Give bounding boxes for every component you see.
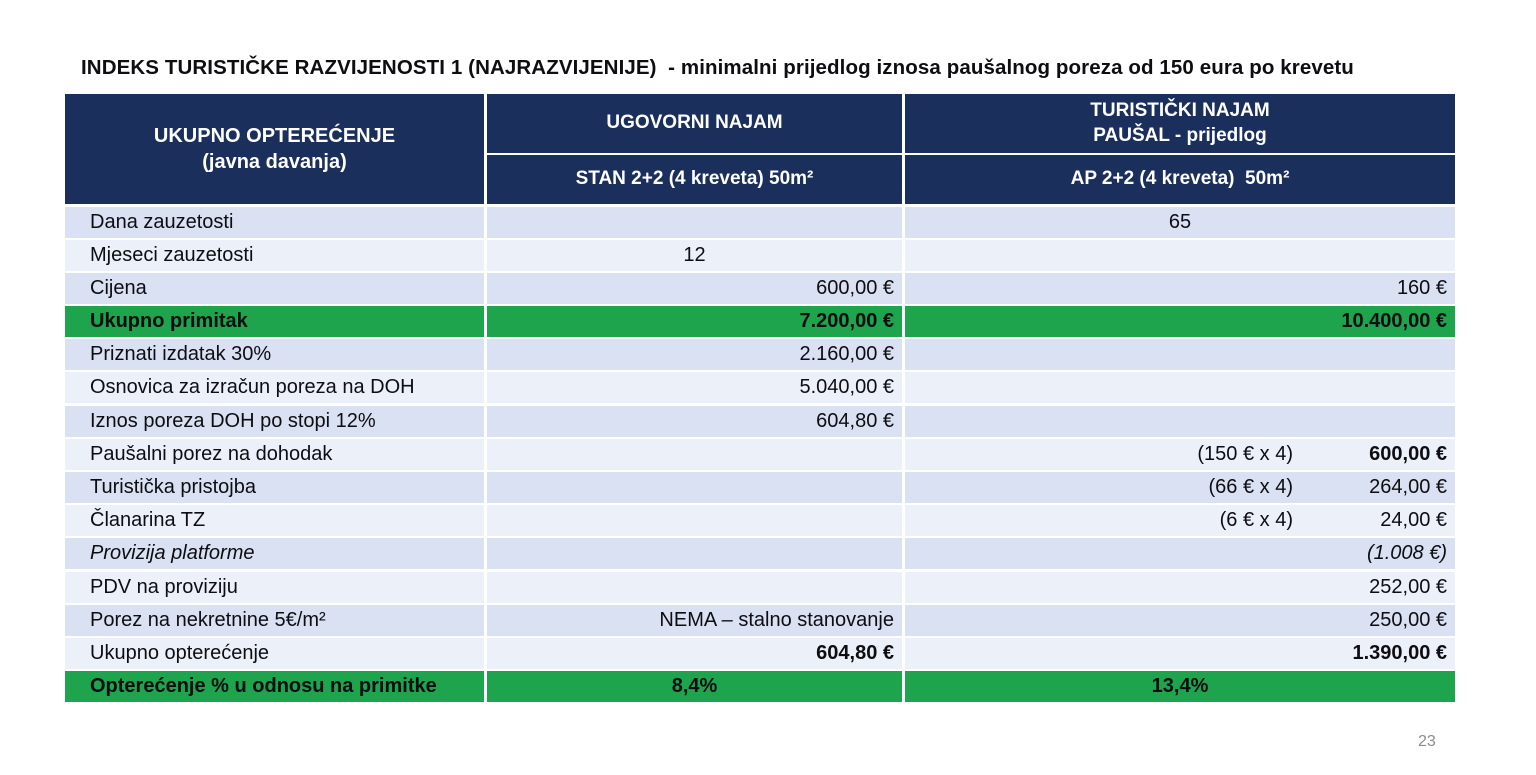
table-row: Članarina TZ (6 € x 4) 24,00 € — [65, 505, 1455, 537]
value-note: (6 € x 4) — [1219, 509, 1293, 532]
ugovorni-najam-value-cell: 12 — [487, 239, 905, 271]
turisticki-najam-value-cell: 13,4% — [905, 671, 1455, 703]
table-row: Provizija platforme (1.008 €) — [65, 538, 1455, 570]
row-label-cell: Provizija platforme — [65, 538, 487, 570]
row-label-cell: Porez na nekretnine 5€/m² — [65, 604, 487, 636]
table-row: Turistička pristojba (66 € x 4) 264,00 € — [65, 472, 1455, 503]
table-row: Osnovica za izračun poreza na DOH 5.040,0… — [65, 372, 1455, 404]
row-label-cell: Ukupno primitak — [65, 306, 487, 338]
row-label-cell: Priznati izdatak 30% — [65, 339, 487, 371]
header-cell-ukupno-opterecenje: UKUPNO OPTEREĆENJE (javna davanja) — [65, 94, 487, 204]
header-line: (javna davanja) — [202, 151, 347, 173]
table-row: Priznati izdatak 30% 2.160,00 € — [65, 339, 1455, 371]
row-label-cell: Članarina TZ — [65, 505, 487, 537]
table-row: Ukupno primitak 7.200,00 €10.400,00 € — [65, 306, 1455, 338]
table-header: UKUPNO OPTEREĆENJE (javna davanja) UGOVO… — [65, 94, 1455, 204]
header-line: UGOVORNI NAJAM — [606, 112, 783, 134]
row-label-cell: Iznos poreza DOH po stopi 12% — [65, 405, 487, 437]
ugovorni-najam-value-cell: 600,00 € — [487, 272, 905, 304]
header-line: AP 2+2 (4 kreveta) 50m² — [1070, 168, 1290, 190]
header-cell-turisticki-najam: TURISTIČKI NAJAM PAUŠAL - prijedlog — [905, 94, 1455, 153]
turisticki-najam-value-cell: (150 € x 4) 600,00 € — [905, 438, 1455, 470]
turisticki-najam-value-cell: 252,00 € — [905, 571, 1455, 603]
ugovorni-najam-value-cell — [487, 206, 905, 238]
row-label-cell: PDV na proviziju — [65, 571, 487, 603]
ugovorni-najam-value-cell: 8,4% — [487, 671, 905, 703]
table-row: PDV na proviziju 252,00 € — [65, 571, 1455, 603]
turisticki-najam-value-cell — [905, 339, 1455, 371]
tax-comparison-table: UKUPNO OPTEREĆENJE (javna davanja) UGOVO… — [65, 94, 1455, 704]
turisticki-najam-value-cell: (66 € x 4) 264,00 € — [905, 472, 1455, 503]
turisticki-najam-value-cell: 250,00 € — [905, 604, 1455, 636]
header-line: PAUŠAL - prijedlog — [1093, 124, 1267, 146]
row-label-cell: Ukupno opterećenje — [65, 637, 487, 669]
turisticki-najam-value-cell: (1.008 €) — [905, 538, 1455, 570]
ugovorni-najam-value-cell — [487, 438, 905, 470]
value-note: (66 € x 4) — [1208, 476, 1293, 498]
page-title: INDEKS TURISTIČKE RAZVIJENOSTI 1 (NAJRAZ… — [81, 56, 1354, 79]
value-amount: 24,00 € — [1380, 509, 1447, 532]
ugovorni-najam-value-cell: 5.040,00 € — [487, 372, 905, 404]
row-label-cell: Turistička pristojba — [65, 472, 487, 503]
row-label-cell: Cijena — [65, 272, 487, 304]
page-number: 23 — [1418, 733, 1436, 750]
ugovorni-najam-value-cell — [487, 538, 905, 570]
table-row: Dana zauzetosti 65 — [65, 206, 1455, 238]
row-label-cell: Paušalni porez na dohodak — [65, 438, 487, 470]
header-line: TURISTIČKI NAJAM — [1090, 99, 1270, 121]
ugovorni-najam-value-cell — [487, 505, 905, 537]
table-row: Ukupno opterećenje 604,80 €1.390,00 € — [65, 637, 1455, 669]
value-amount: 600,00 € — [1369, 442, 1447, 465]
row-label-cell: Dana zauzetosti — [65, 206, 487, 238]
row-label-cell: Osnovica za izračun poreza na DOH — [65, 372, 487, 404]
turisticki-najam-value-cell — [905, 372, 1455, 404]
ugovorni-najam-value-cell: 604,80 € — [487, 405, 905, 437]
turisticki-najam-value-cell: 10.400,00 € — [905, 306, 1455, 338]
table-body: Dana zauzetosti 65 Mjeseci zauzetosti 12 Cij… — [65, 206, 1455, 703]
ugovorni-najam-value-cell: 604,80 € — [487, 637, 905, 669]
ugovorni-najam-value-cell — [487, 472, 905, 503]
header-line: UKUPNO OPTEREĆENJE — [153, 125, 396, 147]
header-cell-ugovorni-najam: UGOVORNI NAJAM — [487, 94, 905, 153]
value-note: (150 € x 4) — [1197, 442, 1293, 465]
row-label-cell: Mjeseci zauzetosti — [65, 239, 487, 271]
turisticki-najam-value-cell: (6 € x 4) 24,00 € — [905, 505, 1455, 537]
turisticki-najam-value-cell: 65 — [905, 206, 1455, 238]
ugovorni-najam-value-cell: 2.160,00 € — [487, 339, 905, 371]
table-row: Paušalni porez na dohodak (150 € x 4) 600,… — [65, 438, 1455, 470]
header-line: STAN 2+2 (4 kreveta) 50m² — [575, 168, 814, 190]
ugovorni-najam-value-cell: 7.200,00 € — [487, 306, 905, 338]
turisticki-najam-value-cell: 1.390,00 € — [905, 637, 1455, 669]
ugovorni-najam-value-cell: NEMA – stalno stanovanje — [487, 604, 905, 636]
turisticki-najam-value-cell: 160 € — [905, 272, 1455, 304]
ugovorni-najam-value-cell — [487, 571, 905, 603]
turisticki-najam-value-cell — [905, 405, 1455, 437]
table-row: Porez na nekretnine 5€/m² NEMA – stalno s… — [65, 604, 1455, 636]
row-label-cell: Opterećenje % u odnosu na primitke — [65, 671, 487, 703]
table-row: Opterećenje % u odnosu na primitke 8,4% 13… — [65, 671, 1455, 703]
value-amount: 264,00 € — [1369, 476, 1447, 498]
table-row: Iznos poreza DOH po stopi 12% 604,80 € — [65, 405, 1455, 437]
header-cell-stan-sub: STAN 2+2 (4 kreveta) 50m² — [487, 153, 905, 204]
table-row: Mjeseci zauzetosti 12 — [65, 239, 1455, 271]
turisticki-najam-value-cell — [905, 239, 1455, 271]
table-row: Cijena 600,00 €160 € — [65, 272, 1455, 304]
header-cell-ap-sub: AP 2+2 (4 kreveta) 50m² — [905, 153, 1455, 204]
